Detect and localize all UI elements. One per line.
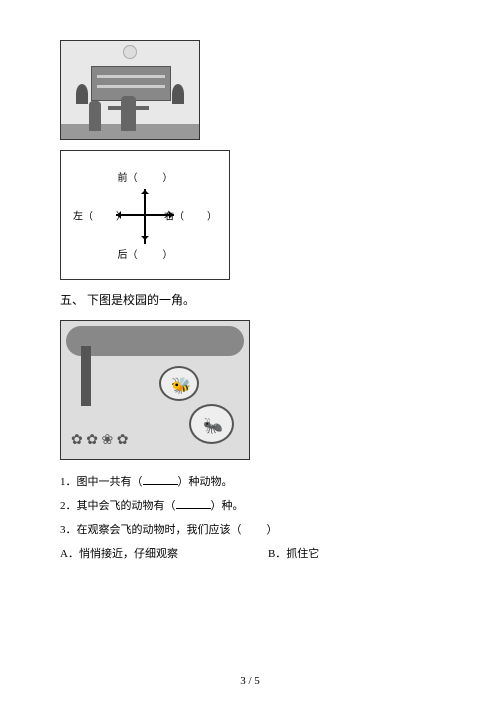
q2-suffix: ）种。 <box>211 500 244 512</box>
question-1: 1．图中一共有（ ）种动物。 <box>60 470 440 494</box>
q2-blank <box>176 498 211 509</box>
compass-diagram: 前（ ） 后（ ） 左（ ） 右（ ） <box>60 150 230 280</box>
campus-corner-figure: 🐝 🐜 ✿ ✿ ❀ ✿ <box>60 320 250 460</box>
question-2: 2．其中会飞的动物有（ ）种。 <box>60 494 440 518</box>
compass-left-label: 左（ <box>73 212 93 223</box>
q1-suffix: ）种动物。 <box>178 476 233 488</box>
compass-right-label: 右（ <box>164 212 184 223</box>
page-number: 3 / 5 <box>0 675 500 687</box>
section-5-title: 五、 下图是校园的一角。 <box>60 290 440 312</box>
q2-prefix: 2．其中会飞的动物有（ <box>60 500 176 512</box>
q3-prefix: 3．在观察会飞的动物时，我们应该（ <box>60 524 242 536</box>
q1-prefix: 1．图中一共有（ <box>60 476 143 488</box>
compass-back-label: 后（ <box>118 250 138 261</box>
compass-left-close: ） <box>116 212 126 223</box>
compass-front-label: 前（ <box>118 173 138 184</box>
option-b: B．抓住它 <box>268 542 319 566</box>
question-3: 3．在观察会飞的动物时，我们应该（ ） <box>60 518 440 542</box>
question-3-options: A．悄悄接近，仔细观察 B．抓住它 <box>60 542 440 566</box>
compass-back-close: ） <box>163 250 173 261</box>
school-scene-figure <box>60 40 200 140</box>
q3-suffix: ） <box>267 524 278 536</box>
option-a: A．悄悄接近，仔细观察 <box>60 542 178 566</box>
q1-blank <box>143 474 178 485</box>
compass-front-close: ） <box>163 173 173 184</box>
compass-right-close: ） <box>207 212 217 223</box>
